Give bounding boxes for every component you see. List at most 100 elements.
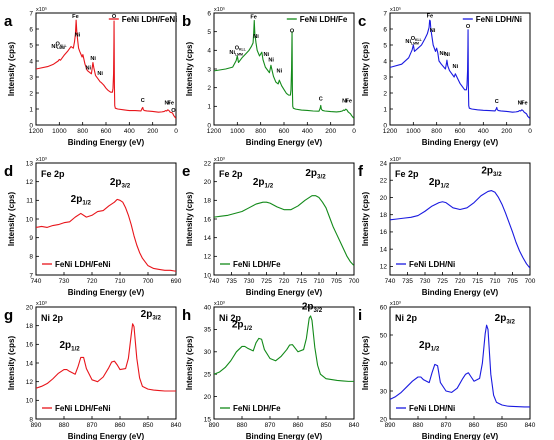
x-tick-label: 200 [501, 128, 512, 135]
x-tick-label: 710 [490, 278, 501, 285]
y-tick-label: 20 [380, 195, 388, 202]
peak-label: C [319, 97, 323, 103]
x-tick-label: 1200 [29, 128, 44, 135]
y-tick-label: 14 [204, 235, 212, 242]
panel-letter: a [4, 13, 13, 30]
y-tick-label: 7 [383, 10, 387, 17]
legend-label: FeNi LDH/Ni [476, 15, 522, 24]
plot-frame [389, 12, 531, 126]
y-tick-label: 16 [204, 216, 212, 223]
element-title: Fe 2p [219, 169, 243, 179]
x-tick-label: 870 [87, 422, 98, 429]
peak-label: Ni [253, 34, 259, 40]
y-tick-label: 2 [383, 90, 387, 97]
x-tick-label: 890 [209, 422, 220, 429]
peak-label: 2p1/2 [429, 177, 450, 190]
x-tick-label: 0 [528, 128, 532, 135]
x-tick-label: 400 [124, 128, 135, 135]
plot-frame [35, 12, 177, 126]
y-tick-label: 0 [207, 122, 211, 129]
y-tick-label: 10 [204, 272, 212, 279]
x-tick-label: 850 [143, 422, 154, 429]
legend-label: FeNi LDH/Ni [409, 260, 455, 269]
y-tick-label: 0 [383, 122, 387, 129]
peak-label: OKLL [411, 36, 423, 42]
y-axis-label: Intensity (cps) [185, 192, 194, 247]
x-tick-label: 880 [413, 422, 424, 429]
x-tick-label: 800 [77, 128, 88, 135]
y-tick-label: 1 [383, 106, 387, 113]
peak-label: NiLMM [229, 50, 243, 56]
x-tick-label: 730 [420, 278, 431, 285]
y-tick-label: 14 [380, 246, 388, 253]
y-tick-label: 6 [207, 10, 211, 17]
x-tick-label: 850 [497, 422, 508, 429]
y-tick-label: 22 [380, 178, 388, 185]
y-tick-label: 20 [204, 179, 212, 186]
panel-f: 740 735 730 725 720 715 710 705 700 12 14 16 18 20 22 2… [358, 157, 536, 297]
x-tick-label: 860 [469, 422, 480, 429]
peak-label: 2p1/2 [419, 340, 440, 353]
y-tick-label: 1 [207, 104, 211, 111]
x-tick-label: 735 [226, 278, 237, 285]
x-tick-label: 690 [171, 278, 182, 285]
x-tick-label: 730 [244, 278, 255, 285]
y-tick-label: 60 [380, 304, 388, 311]
peak-label: Fe [521, 101, 528, 107]
y-tick-label: 18 [204, 198, 212, 205]
data-series-line [390, 19, 530, 119]
y-tick-label: 14 [26, 360, 34, 367]
y-tick-label: 2 [207, 85, 211, 92]
y-tick-label: 3 [207, 66, 211, 73]
x-tick-label: 730 [59, 278, 70, 285]
y-tick-label: 7 [29, 272, 33, 279]
peak-label: Ni [444, 52, 450, 58]
y-axis-label: Intensity (cps) [361, 192, 370, 247]
peak-label: Fe [167, 101, 174, 107]
peak-label: O [466, 24, 471, 30]
y-tick-label: 9 [29, 235, 33, 242]
peak-label: 2p1/2 [71, 194, 92, 207]
y-axis-label: Intensity (cps) [7, 336, 16, 391]
x-tick-label: 600 [279, 128, 290, 135]
x-tick-label: 715 [296, 278, 307, 285]
y-tick-label: 20 [380, 416, 388, 423]
y-tick-label: 22 [204, 160, 212, 167]
x-tick-label: 600 [455, 128, 466, 135]
legend-label: FeNi LDH/Fe [300, 15, 348, 24]
legend-label: FeNi LDH/FeNi [122, 15, 178, 24]
x-axis-label: Binding Energy (eV) [246, 288, 323, 297]
peak-label: 2p3/2 [302, 302, 323, 315]
peak-label: Fe [345, 98, 352, 104]
panel-letter: d [4, 163, 13, 180]
legend-label: FeNi LDH/Fe [233, 404, 281, 413]
data-series-line [214, 19, 354, 119]
y-axis-label: Intensity (cps) [7, 192, 16, 247]
panel-letter: c [358, 13, 366, 30]
y-multiplier: x10⁵ [36, 6, 47, 13]
panel-e: 740 735 730 725 720 715 710 705 700 10 12 14 16 18 20 2… [182, 157, 360, 297]
peak-label: Ni [85, 65, 91, 71]
legend-label: FeNi LDH/FeNi [55, 404, 111, 413]
y-axis-label: Intensity (cps) [361, 42, 370, 97]
peak-label: 2p3/2 [110, 177, 131, 190]
y-tick-label: 1 [29, 106, 33, 113]
y-tick-label: 10 [26, 398, 34, 405]
y-multiplier: x10³ [390, 157, 401, 163]
peak-label: Ni [277, 69, 283, 75]
peak-label: NiLMM [405, 39, 419, 45]
x-tick-label: 850 [321, 422, 332, 429]
x-tick-label: 860 [115, 422, 126, 429]
y-tick-label: 12 [380, 264, 388, 271]
legend-label: FeNi LDH/FeNi [55, 260, 111, 269]
peak-label: OKLL [56, 41, 68, 47]
element-title: Ni 2p [395, 313, 418, 323]
peak-label: C [141, 98, 145, 104]
peak-label: 2p1/2 [232, 320, 253, 333]
x-tick-label: 800 [431, 128, 442, 135]
peak-label: Ni [439, 51, 445, 57]
y-tick-label: 18 [380, 212, 388, 219]
